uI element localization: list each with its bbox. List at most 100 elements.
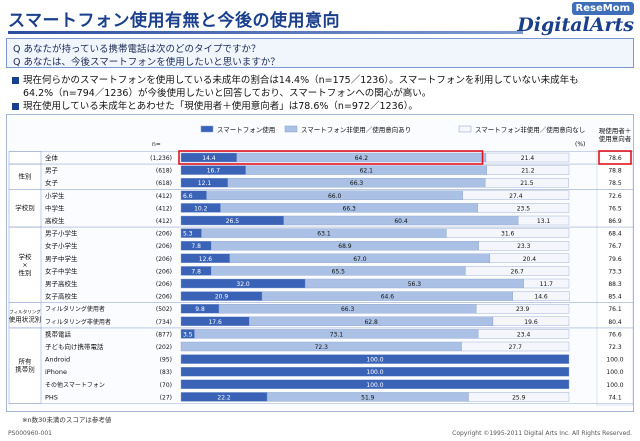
row-label-19: PHS [45, 393, 58, 401]
row-label-7: 女子小学生 [45, 241, 78, 250]
row-n-13: (734) [156, 319, 172, 326]
bar-label-8-2: 20.4 [523, 256, 537, 263]
row-n-10: (206) [156, 281, 172, 288]
total-value-5: 86.9 [608, 218, 622, 225]
bar-14-2 [478, 329, 570, 339]
row-n-19: (27) [160, 394, 172, 401]
bar-label-5-0: 26.5 [226, 218, 240, 225]
bar-2-2 [484, 178, 569, 188]
bar-label-17-0: 100.0 [366, 369, 383, 376]
row-n-18: (70) [160, 382, 172, 389]
bar-label-1-1: 62.1 [360, 168, 374, 175]
n-header: n= [152, 141, 161, 148]
bar-19-2 [468, 392, 570, 402]
legend-swatch-0 [200, 125, 214, 133]
footer-copyright: Copyright ©1995-2011 Digital Arts Inc. A… [452, 430, 632, 437]
title-bar: スマートフォン使用有無と今後の使用意向 ReseMom DigitalArts [0, 0, 640, 36]
row-label-11: 女子高校生 [45, 292, 78, 301]
total-value-15: 72.3 [608, 344, 622, 351]
total-column [596, 150, 633, 406]
row-label-1: 男子 [45, 167, 59, 175]
total-value-19: 74.1 [608, 394, 622, 401]
bar-label-19-2: 25.9 [512, 394, 526, 401]
row-label-10: 男子高校生 [45, 279, 78, 288]
bar-label-0-0: 14.4 [202, 155, 216, 162]
bar-13-2 [492, 316, 570, 327]
bar-label-5-1: 60.4 [394, 218, 408, 225]
bar-label-6-0: 5.3 [183, 231, 193, 238]
group-label-5-0: 所有 [19, 357, 33, 366]
bar-label-11-1: 64.6 [381, 294, 395, 301]
bar-10-2 [523, 278, 570, 289]
bar-label-2-1: 66.3 [350, 180, 364, 187]
bullet-icon [12, 77, 19, 84]
bar-label-13-1: 62.8 [364, 319, 378, 326]
row-label-15: 子ども向け携帯電話 [45, 342, 104, 351]
row-n-1: (618) [156, 168, 172, 175]
total-value-8: 79.6 [608, 256, 622, 263]
highlight-box-total [598, 150, 632, 165]
bar-label-5-2: 13.1 [537, 218, 551, 225]
total-value-11: 85.4 [608, 294, 622, 301]
bar-label-11-0: 20.9 [215, 294, 229, 301]
row-n-14: (877) [156, 331, 172, 338]
bar-1-2 [486, 165, 570, 175]
footer-code: PS000960-001 [8, 430, 52, 437]
total-value-12: 76.1 [608, 306, 622, 313]
group-cell-5 [8, 327, 42, 404]
bar-label-0-1: 64.2 [355, 155, 369, 162]
bar-label-3-0: 6.6 [183, 193, 193, 200]
summary-text-3: 現在使用している未成年とあわせた「現使用者＋使用意向者」は78.6%（n=972… [23, 101, 418, 112]
bar-11-2 [512, 291, 570, 301]
summary-box: 現在何らかのスマートフォンを使用している未成年の割合は14.4%（n=175／1… [6, 70, 634, 112]
row-n-9: (206) [156, 268, 172, 275]
bar-label-1-0: 16.7 [207, 168, 221, 175]
total-value-18: 100.0 [606, 382, 623, 389]
bar-7-2 [478, 240, 570, 251]
bar-label-7-2: 23.3 [517, 243, 531, 250]
bar-3-2 [462, 190, 570, 201]
bar-label-16-0: 100.0 [366, 357, 383, 364]
row-label-2: 女子 [45, 178, 59, 187]
bar-label-13-2: 19.6 [524, 319, 538, 326]
bar-6-2 [446, 228, 570, 238]
bar-12-2 [476, 303, 570, 314]
bar-17-0 [180, 366, 570, 377]
bar-label-12-0: 9.8 [195, 306, 205, 313]
total-value-6: 68.4 [608, 231, 622, 238]
row-label-13: フィルタリング非使用者 [45, 318, 111, 326]
row-label-3: 小学生 [45, 191, 65, 200]
bar-label-10-2: 11.7 [540, 281, 554, 288]
row-n-8: (206) [156, 256, 172, 263]
bar-label-4-1: 66.3 [343, 205, 357, 212]
bar-label-15-2: 27.7 [509, 344, 523, 351]
total-value-2: 78.5 [608, 180, 622, 187]
title-underline [8, 31, 523, 34]
group-label-5-1: 携帯別 [15, 365, 35, 374]
legend-label-2: スマートフォン非使用／使用意向なし [475, 125, 585, 134]
row-n-6: (206) [156, 231, 172, 238]
row-label-16: Android [45, 356, 70, 364]
row-label-14: 携帯電話 [45, 329, 72, 338]
bar-9-2 [465, 266, 570, 276]
total-value-1: 78.8 [608, 168, 622, 175]
bar-label-4-0: 10.2 [194, 205, 208, 212]
summary-line-3: 現在使用している未成年とあわせた「現使用者＋使用意向者」は78.6%（n=972… [12, 98, 418, 112]
bar-4-2 [477, 203, 570, 213]
row-label-9: 女子中学生 [45, 266, 78, 275]
question-2: Q あなたは、今後スマートフォンを使用したいと思いますか？ [13, 57, 280, 68]
row-n-7: (206) [156, 243, 172, 250]
bar-label-3-2: 27.4 [509, 193, 523, 200]
row-n-0: (1,236) [150, 155, 172, 162]
bar-label-9-1: 65.5 [332, 268, 346, 275]
bar-label-2-0: 12.1 [198, 180, 212, 187]
question-box: Q あなたが持っている携帯電話は次のどのタイプですか？ Q あなたは、今後スマー… [6, 38, 634, 68]
bar-label-14-2: 23.4 [517, 331, 531, 338]
row-label-6: 男子小学生 [45, 229, 78, 238]
stacked-bar-chart: スマートフォン使用 スマートフォン非使用／使用意向あり スマートフォン非使用／使用意… [8, 125, 633, 406]
group-label-2-0: 学校別 [15, 203, 35, 212]
bar-label-4-2: 23.5 [517, 205, 531, 212]
page-title: スマートフォン使用有無と今後の使用意向 [8, 11, 340, 31]
legend-label-1: スマートフォン非使用／使用意向あり [301, 125, 411, 134]
row-label-12: フィルタリング使用者 [45, 305, 105, 313]
